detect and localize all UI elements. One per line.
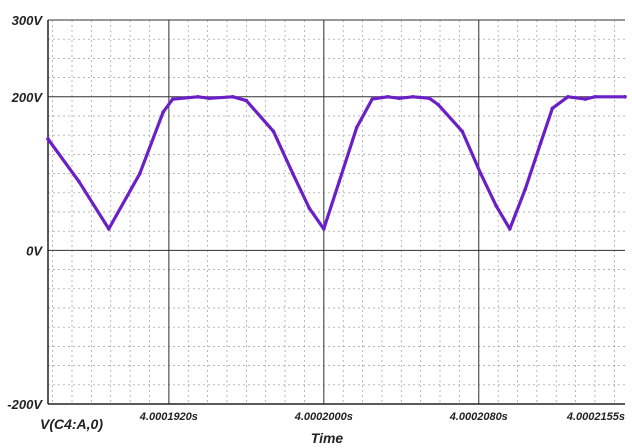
- data-point: [538, 141, 543, 145]
- data-point: [508, 227, 512, 231]
- data-point: [354, 125, 359, 130]
- y-tick-label: 0V: [26, 243, 43, 258]
- data-point: [46, 137, 50, 141]
- data-point: [170, 97, 175, 101]
- x-tick-label: 4.0001920s: [139, 411, 198, 423]
- axes: [47, 20, 625, 405]
- data-point: [523, 187, 528, 191]
- y-tick-label: 300V: [12, 13, 44, 28]
- data-point: [196, 95, 200, 99]
- x-axis-title: Time: [311, 430, 344, 446]
- data-point: [478, 171, 483, 176]
- y-tick-label: 200V: [11, 90, 44, 105]
- data-point: [138, 171, 142, 176]
- data-point: [397, 96, 402, 101]
- series-layer: [46, 95, 627, 231]
- y-tick-labels: 300V 200V 0V -200V: [7, 13, 43, 412]
- data-point: [307, 206, 312, 210]
- x-tick-label: 4.0002080s: [449, 411, 508, 423]
- data-point: [291, 171, 295, 176]
- data-point: [593, 95, 597, 99]
- data-point: [494, 204, 499, 208]
- data-point: [107, 227, 111, 231]
- data-point: [77, 179, 81, 184]
- trace-label: V(C4:A,0): [40, 416, 103, 432]
- data-point: [337, 179, 342, 184]
- data-point: [427, 96, 432, 101]
- data-point: [161, 110, 165, 114]
- grid: [48, 19, 625, 404]
- y-tick-label: -200V: [7, 397, 43, 412]
- data-point: [370, 97, 375, 101]
- data-point: [411, 95, 415, 99]
- data-point: [271, 129, 276, 134]
- data-point: [207, 96, 212, 101]
- data-point: [385, 95, 390, 99]
- data-point: [322, 227, 326, 231]
- x-tick-label: 4.0002155s: [566, 411, 625, 423]
- data-point: [244, 98, 249, 103]
- data-point: [231, 95, 235, 99]
- data-point: [436, 102, 440, 107]
- data-point: [550, 106, 555, 111]
- data-point: [623, 95, 627, 99]
- x-tick-label: 4.0002000s: [294, 411, 353, 423]
- data-point: [566, 95, 570, 99]
- data-point: [583, 97, 588, 101]
- data-point: [460, 129, 465, 134]
- x-tick-labels: 4.0001920s 4.0002000s 4.0002080s 4.0002155s: [139, 411, 625, 423]
